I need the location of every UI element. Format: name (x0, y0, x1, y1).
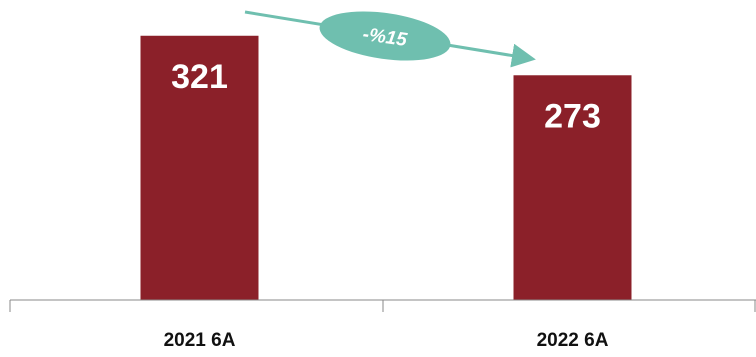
bar-value-label-1: 273 (544, 97, 601, 135)
bar-0 (140, 35, 259, 300)
category-labels-group: 2021 6A 2022 6A (164, 330, 609, 351)
category-label-1: 2022 6A (537, 330, 609, 351)
change-annotation: -%15 (244, 10, 536, 68)
change-badge (319, 11, 451, 61)
category-label-0: 2021 6A (164, 330, 236, 351)
bars-group: 321 273 (140, 35, 632, 300)
bar-1 (513, 75, 632, 300)
bar-value-label-0: 321 (171, 58, 228, 96)
